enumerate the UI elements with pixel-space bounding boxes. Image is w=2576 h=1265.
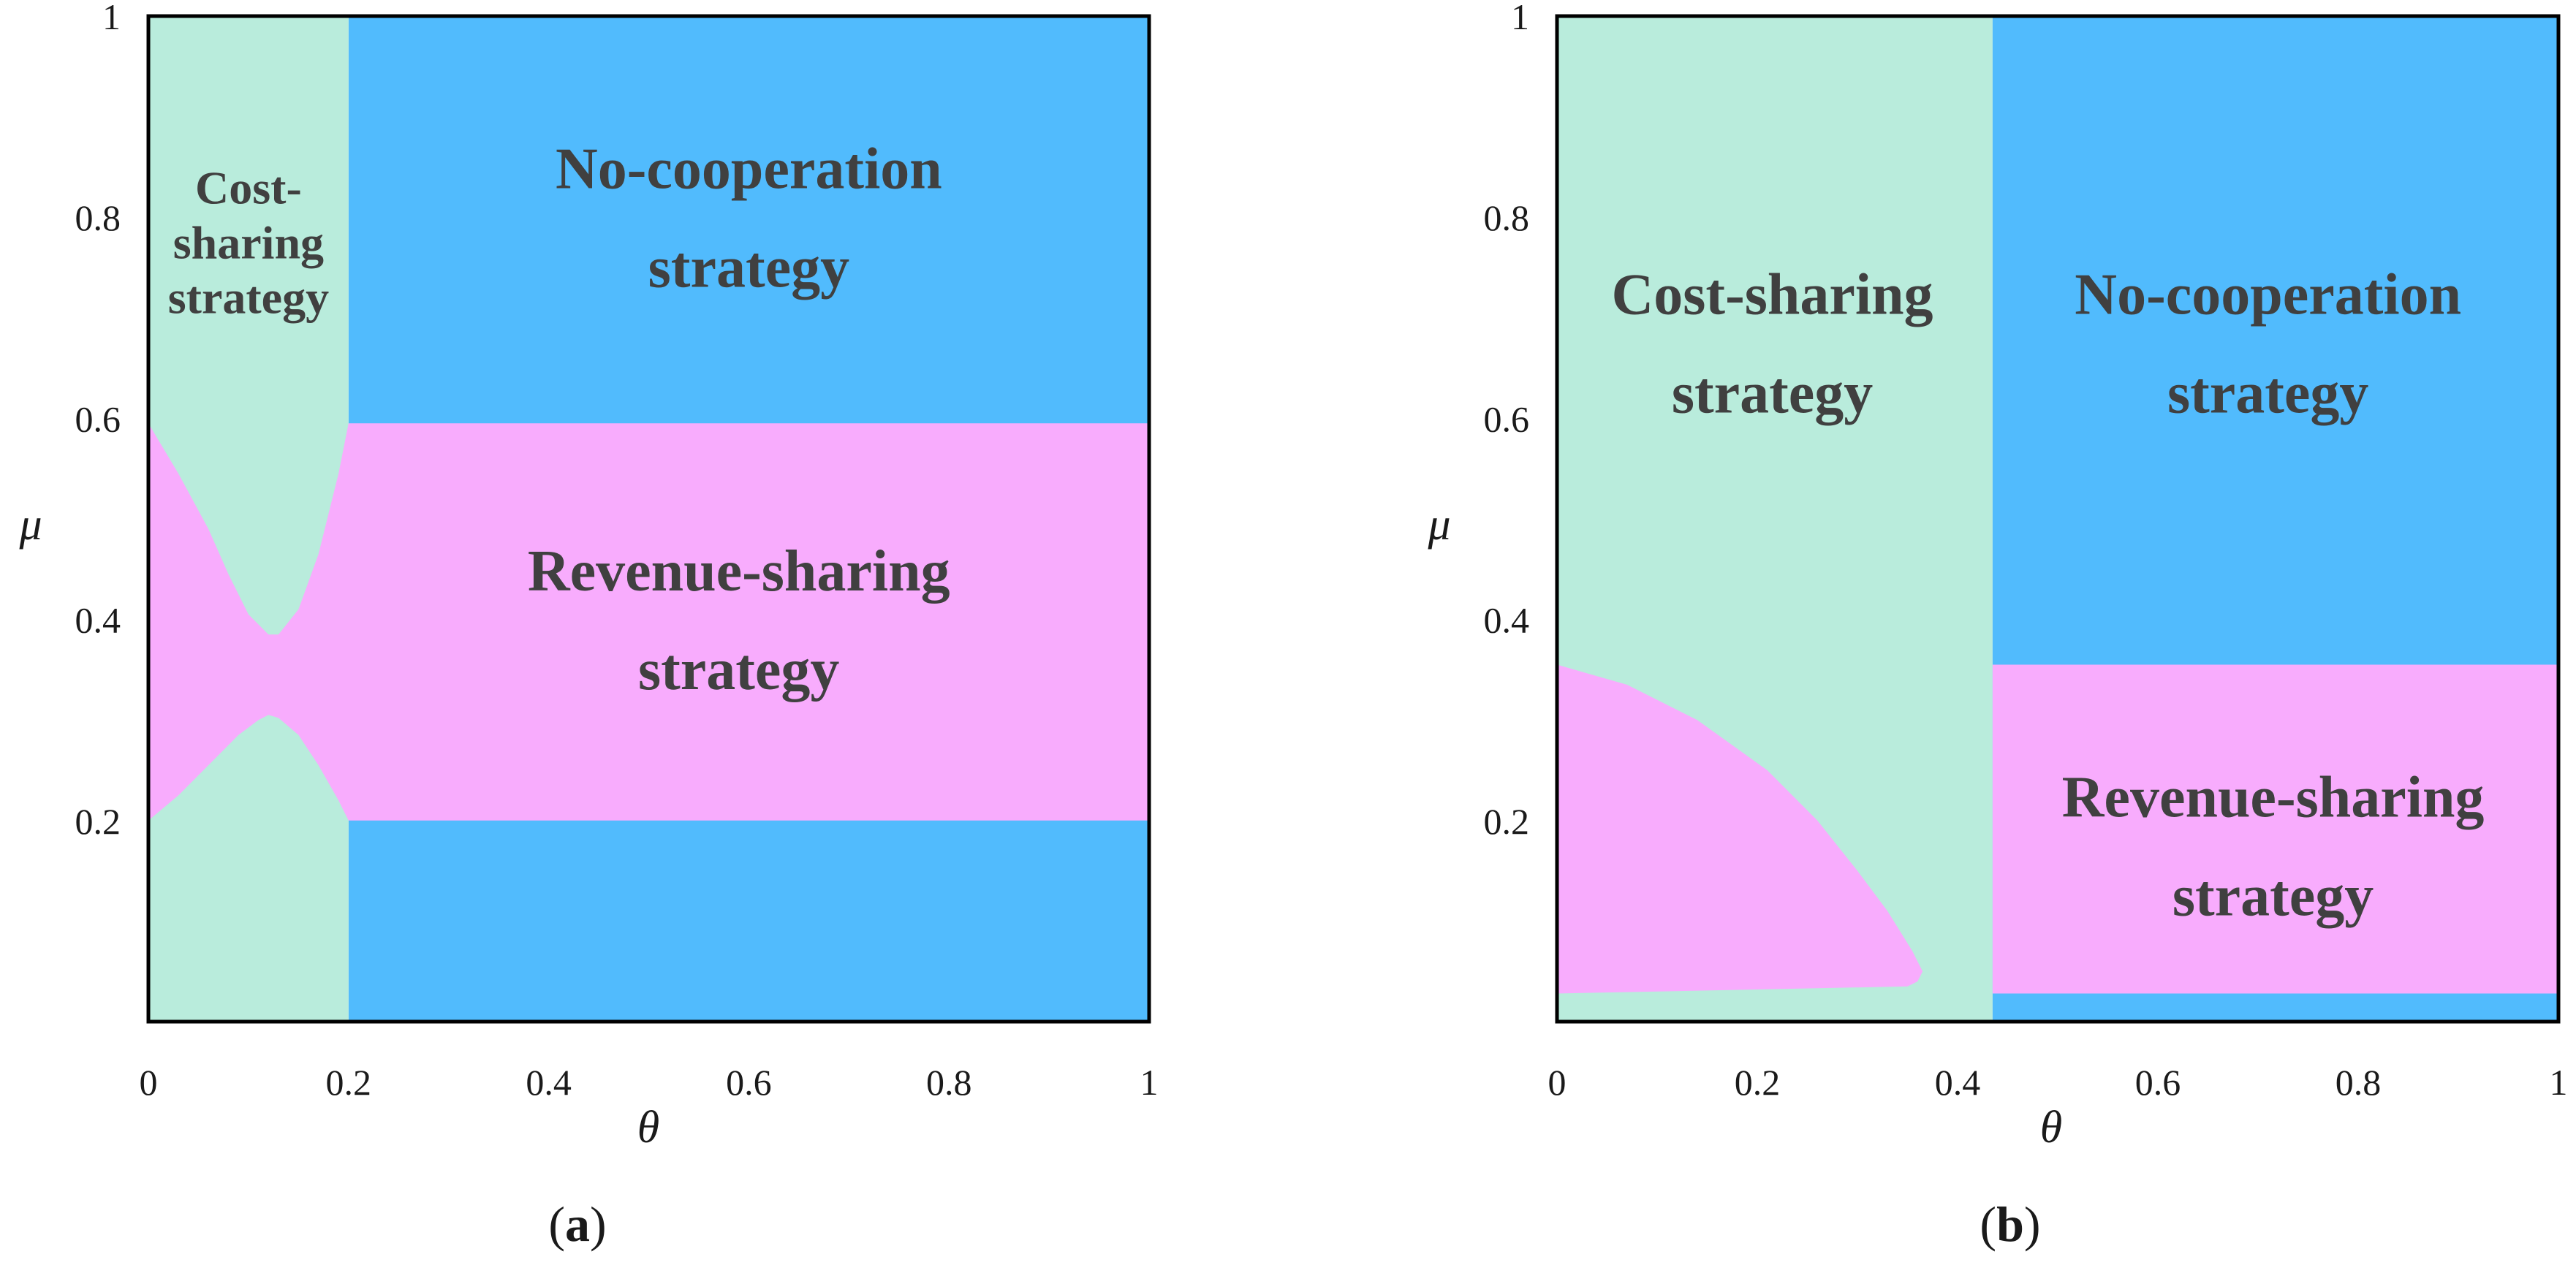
panel-a-y-tick-label: 0.8 — [75, 197, 121, 238]
panel-b-x-axis-label: θ — [2040, 1103, 2062, 1152]
panel-b-label-no-cooperation-strategy: No-cooperation strategy — [2075, 263, 2461, 426]
panel-a-label-revenue-sharing-strategy: Revenue-sharing strategy — [528, 539, 950, 702]
panel-a-y-tick-label: 0.6 — [75, 398, 121, 439]
panel-b-label-revenue-sharing-strategy: Revenue-sharing strategy — [2062, 766, 2485, 929]
panel-a-plot-frame — [146, 14, 1151, 1024]
panel-b-x-tick-label: 1 — [2550, 1062, 2568, 1103]
panel-a-label-line: strategy — [168, 272, 329, 324]
panel-b-y-tick-label: 1 — [1511, 0, 1529, 37]
panel-b-label: (b) — [1980, 1196, 2040, 1252]
panel-b: Cost-sharing strategy No-cooperation strate… — [1427, 0, 2567, 1252]
panel-b-label-cost-sharing-strategy: Cost-sharing strategy — [1612, 263, 1933, 426]
panel-a-y-tick-label: 0.4 — [75, 600, 121, 641]
panel-a-x-tick-label: 0.4 — [526, 1062, 572, 1103]
panel-a-y-tick-label: 0.2 — [75, 801, 121, 842]
panel-a-x-axis-label: θ — [637, 1103, 659, 1152]
panel-b-label-line: Revenue-sharing — [2062, 766, 2485, 830]
panel-b-label-line: strategy — [2172, 865, 2374, 929]
panel-a-label-no-cooperation-strategy: No-cooperation strategy — [556, 137, 942, 300]
panel-a-label-line: Revenue-sharing — [528, 539, 950, 604]
panel-b-plot-frame — [1555, 14, 2561, 1024]
panel-a-label-line: No-cooperation — [556, 137, 942, 202]
panel-a-label-cost-sharing-strategy: Cost-sharing strategy — [168, 162, 329, 324]
panel-b-tick-labels: 0 0.2 0.4 0.6 0.8 1 0.2 0.4 0.6 0.8 1 — [1484, 0, 2568, 1103]
panel-b-label-line: No-cooperation — [2075, 263, 2461, 327]
panel-a-y-tick-label: 1 — [102, 0, 121, 37]
panel-a-label-line: strategy — [638, 638, 839, 702]
panel-a-label-line: strategy — [648, 236, 849, 300]
panel-b-region-revenue-sharing-strategy — [1992, 664, 2558, 994]
panel-b-x-tick-label: 0.8 — [2336, 1062, 2382, 1103]
panel-b-y-axis-label: μ — [1427, 500, 1450, 550]
panel-a-region-revenue-sharing-strategy — [148, 423, 1149, 821]
panel-a-label-line: Cost- — [195, 162, 302, 214]
panel-a-y-axis-label: μ — [18, 500, 42, 550]
panel-b-region-labels: Cost-sharing strategy No-cooperation strate… — [1612, 263, 2485, 929]
panel-a-x-tick-label: 0.6 — [726, 1062, 772, 1103]
panel-a-regions — [148, 16, 1149, 1022]
panel-b-regions — [1557, 16, 2558, 1022]
panel-a-x-tick-label: 0.8 — [926, 1062, 972, 1103]
panel-a-x-tick-label: 1 — [1140, 1062, 1159, 1103]
panel-a-x-tick-label: 0.2 — [326, 1062, 372, 1103]
panel-b-x-tick-label: 0.2 — [1735, 1062, 1781, 1103]
panel-a-x-tick-label: 0 — [140, 1062, 158, 1103]
panel-b-y-tick-label: 0.8 — [1484, 197, 1530, 238]
panel-b-label-line: strategy — [2167, 362, 2368, 426]
panel-b-region-revenue-sharing-strategy-low — [1557, 664, 1923, 994]
panel-b-y-tick-label: 0.6 — [1484, 398, 1530, 439]
panel-b-y-tick-label: 0.4 — [1484, 600, 1530, 641]
panel-b-y-tick-label: 0.2 — [1484, 801, 1530, 842]
panel-a-tick-labels: 0 0.2 0.4 0.6 0.8 1 0.2 0.4 0.6 0.8 1 — [75, 0, 1159, 1103]
panel-b-x-tick-label: 0 — [1548, 1062, 1567, 1103]
panel-b-label-line: strategy — [1672, 362, 1873, 426]
panel-a-label: (a) — [548, 1196, 606, 1252]
panel-b-x-tick-label: 0.6 — [2135, 1062, 2181, 1103]
panel-a-label-line: sharing — [173, 217, 324, 269]
panel-b-x-tick-label: 0.4 — [1935, 1062, 1981, 1103]
panel-b-label-line: Cost-sharing — [1612, 263, 1933, 327]
